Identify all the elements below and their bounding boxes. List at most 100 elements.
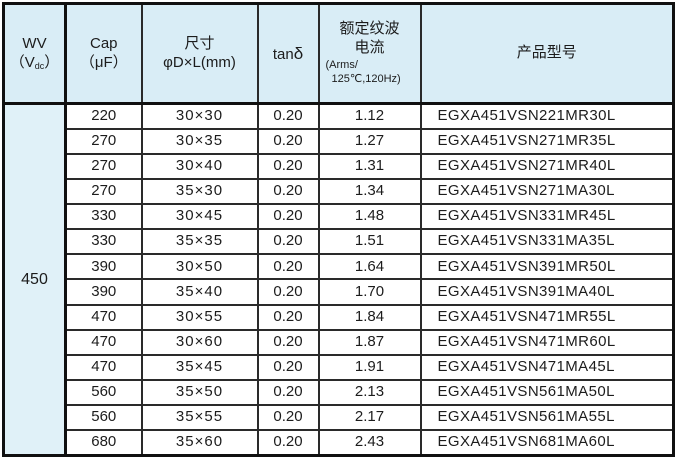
- model-cell: EGXA451VSN271MR40L: [419, 152, 675, 180]
- model-cell: EGXA451VSN471MR55L: [419, 303, 675, 331]
- ripple-cell: 1.84: [317, 303, 422, 331]
- table-row: 560 35×55 0.20 2.17 EGXA451VSN561MA55L: [4, 404, 675, 432]
- header-wv-line1: WV: [22, 34, 47, 52]
- tand-cell: 0.20: [256, 328, 320, 356]
- header-size-line2: φD×L(mm): [163, 53, 236, 71]
- size-cell: 30×30: [140, 102, 259, 130]
- tand-cell: 0.20: [256, 177, 320, 206]
- cap-cell: 330: [64, 203, 143, 231]
- size-cell: 35×45: [140, 353, 259, 382]
- header-ripple-line2: 电流: [354, 39, 385, 57]
- size-cell: 30×60: [140, 328, 259, 356]
- model-cell: EGXA451VSN561MA55L: [419, 404, 675, 432]
- size-cell: 30×45: [140, 203, 259, 231]
- capacitor-spec-table: WV （Vdc） Cap （μF） 尺寸 φD×L(mm) tanδ 额定纹波 …: [2, 2, 675, 457]
- header-tand-delta: δ: [293, 43, 304, 63]
- ripple-cell: 1.31: [317, 152, 422, 180]
- cap-cell: 560: [64, 404, 143, 432]
- header-ripple-line1: 额定纹波: [339, 20, 400, 38]
- header-wv: WV （Vdc）: [2, 2, 67, 105]
- header-size-line1: 尺寸: [184, 34, 215, 52]
- table-row: 330 30×45 0.20 1.48 EGXA451VSN331MR45L: [4, 203, 675, 231]
- ripple-cell: 1.12: [317, 102, 422, 130]
- cap-cell: 390: [64, 278, 143, 306]
- table-row: 390 35×40 0.20 1.70 EGXA451VSN391MA40L: [4, 278, 675, 306]
- cap-cell: 270: [64, 127, 143, 155]
- tand-cell: 0.20: [256, 228, 320, 256]
- ripple-cell: 1.48: [317, 203, 422, 231]
- header-ripple-current: 额定纹波 电流 (Arms/ 125℃,120Hz): [317, 2, 422, 105]
- ripple-cell: 2.13: [317, 379, 422, 407]
- tand-cell: 0.20: [256, 303, 320, 331]
- header-size: 尺寸 φD×L(mm): [140, 2, 259, 105]
- table-header: WV （Vdc） Cap （μF） 尺寸 φD×L(mm) tanδ 额定纹波 …: [2, 2, 675, 105]
- ripple-cell: 1.87: [317, 328, 422, 356]
- model-cell: EGXA451VSN221MR30L: [419, 102, 675, 130]
- tand-cell: 0.20: [256, 404, 320, 432]
- ripple-cell: 1.64: [317, 253, 422, 281]
- header-wv-subscript: dc: [34, 60, 45, 71]
- header-ripple-unit-line2: 125℃,120Hz): [331, 73, 401, 86]
- table-row: 390 30×50 0.20 1.64 EGXA451VSN391MR50L: [4, 253, 675, 281]
- table-row: 270 35×30 0.20 1.34 EGXA451VSN271MA30L: [4, 177, 675, 206]
- table-row: 470 35×45 0.20 1.91 EGXA451VSN471MA45L: [4, 353, 675, 382]
- cap-cell: 560: [64, 379, 143, 407]
- size-cell: 30×50: [140, 253, 259, 281]
- size-cell: 35×30: [140, 177, 259, 206]
- table-row: 470 30×60 0.20 1.87 EGXA451VSN471MR60L: [4, 328, 675, 356]
- ripple-cell: 1.70: [317, 278, 422, 306]
- ripple-cell: 1.34: [317, 177, 422, 206]
- tand-cell: 0.20: [256, 253, 320, 281]
- model-cell: EGXA451VSN561MA50L: [419, 379, 675, 407]
- cap-cell: 270: [64, 177, 143, 206]
- header-ripple-unit-line1: (Arms/: [325, 58, 358, 71]
- header-wv-line2: （Vdc）: [9, 53, 60, 71]
- cap-cell: 470: [64, 353, 143, 382]
- cap-cell: 680: [64, 429, 143, 457]
- table-row: 270 30×40 0.20 1.31 EGXA451VSN271MR40L: [4, 152, 675, 180]
- tand-cell: 0.20: [256, 429, 320, 457]
- header-cap: Cap （μF）: [64, 2, 143, 105]
- cap-cell: 390: [64, 253, 143, 281]
- header-model: 产品型号: [419, 2, 675, 105]
- header-tand: tanδ: [256, 2, 320, 105]
- size-cell: 35×40: [140, 278, 259, 306]
- size-cell: 35×35: [140, 228, 259, 256]
- cap-cell: 470: [64, 328, 143, 356]
- model-cell: EGXA451VSN271MA30L: [419, 177, 675, 206]
- table-row: 330 35×35 0.20 1.51 EGXA451VSN331MA35L: [4, 228, 675, 256]
- ripple-cell: 2.17: [317, 404, 422, 432]
- size-cell: 35×55: [140, 404, 259, 432]
- tand-cell: 0.20: [256, 278, 320, 306]
- table-row: 560 35×50 0.20 2.13 EGXA451VSN561MA50L: [4, 379, 675, 407]
- tand-cell: 0.20: [256, 152, 320, 180]
- table-row: 470 30×55 0.20 1.84 EGXA451VSN471MR55L: [4, 303, 675, 331]
- ripple-cell: 1.51: [317, 228, 422, 256]
- model-cell: EGXA451VSN681MA60L: [419, 429, 675, 457]
- model-cell: EGXA451VSN391MR50L: [419, 253, 675, 281]
- ripple-cell: 1.91: [317, 353, 422, 382]
- tand-cell: 0.20: [256, 203, 320, 231]
- size-cell: 35×50: [140, 379, 259, 407]
- model-cell: EGXA451VSN331MA35L: [419, 228, 675, 256]
- model-cell: EGXA451VSN331MR45L: [419, 203, 675, 231]
- model-cell: EGXA451VSN471MR60L: [419, 328, 675, 356]
- wv-value-cell: 450: [2, 102, 67, 457]
- table-row: 270 30×35 0.20 1.27 EGXA451VSN271MR35L: [4, 127, 675, 155]
- header-cap-line2: （μF）: [79, 53, 128, 71]
- size-cell: 30×35: [140, 127, 259, 155]
- model-cell: EGXA451VSN271MR35L: [419, 127, 675, 155]
- model-cell: EGXA451VSN391MA40L: [419, 278, 675, 306]
- ripple-cell: 1.27: [317, 127, 422, 155]
- cap-cell: 270: [64, 152, 143, 180]
- size-cell: 30×40: [140, 152, 259, 180]
- size-cell: 35×60: [140, 429, 259, 457]
- cap-cell: 330: [64, 228, 143, 256]
- tand-cell: 0.20: [256, 102, 320, 130]
- tand-cell: 0.20: [256, 353, 320, 382]
- model-cell: EGXA451VSN471MA45L: [419, 353, 675, 382]
- cap-cell: 470: [64, 303, 143, 331]
- size-cell: 30×55: [140, 303, 259, 331]
- ripple-cell: 2.43: [317, 429, 422, 457]
